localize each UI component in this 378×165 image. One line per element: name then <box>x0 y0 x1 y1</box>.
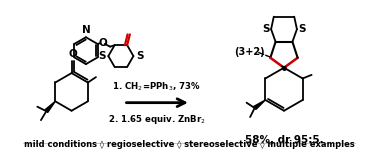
Text: S: S <box>136 51 144 61</box>
Text: 2. 1.65 equiv. ZnBr$_2$: 2. 1.65 equiv. ZnBr$_2$ <box>108 113 206 126</box>
Text: S: S <box>262 24 269 34</box>
Text: O: O <box>68 49 77 59</box>
Text: S: S <box>98 51 105 61</box>
Text: (3+2): (3+2) <box>234 47 265 57</box>
Text: 1. CH$_2$=PPh$_3$, 73%: 1. CH$_2$=PPh$_3$, 73% <box>112 80 201 93</box>
Text: mild conditions ◊ regioselective ◊ stereoselective ◊ multiple examples: mild conditions ◊ regioselective ◊ stere… <box>23 140 355 149</box>
Text: 58%, dr 95:5.: 58%, dr 95:5. <box>245 135 323 145</box>
Text: N: N <box>82 25 90 35</box>
Text: S: S <box>299 24 306 34</box>
Polygon shape <box>45 101 55 113</box>
Polygon shape <box>253 100 265 109</box>
Text: O: O <box>99 38 107 48</box>
